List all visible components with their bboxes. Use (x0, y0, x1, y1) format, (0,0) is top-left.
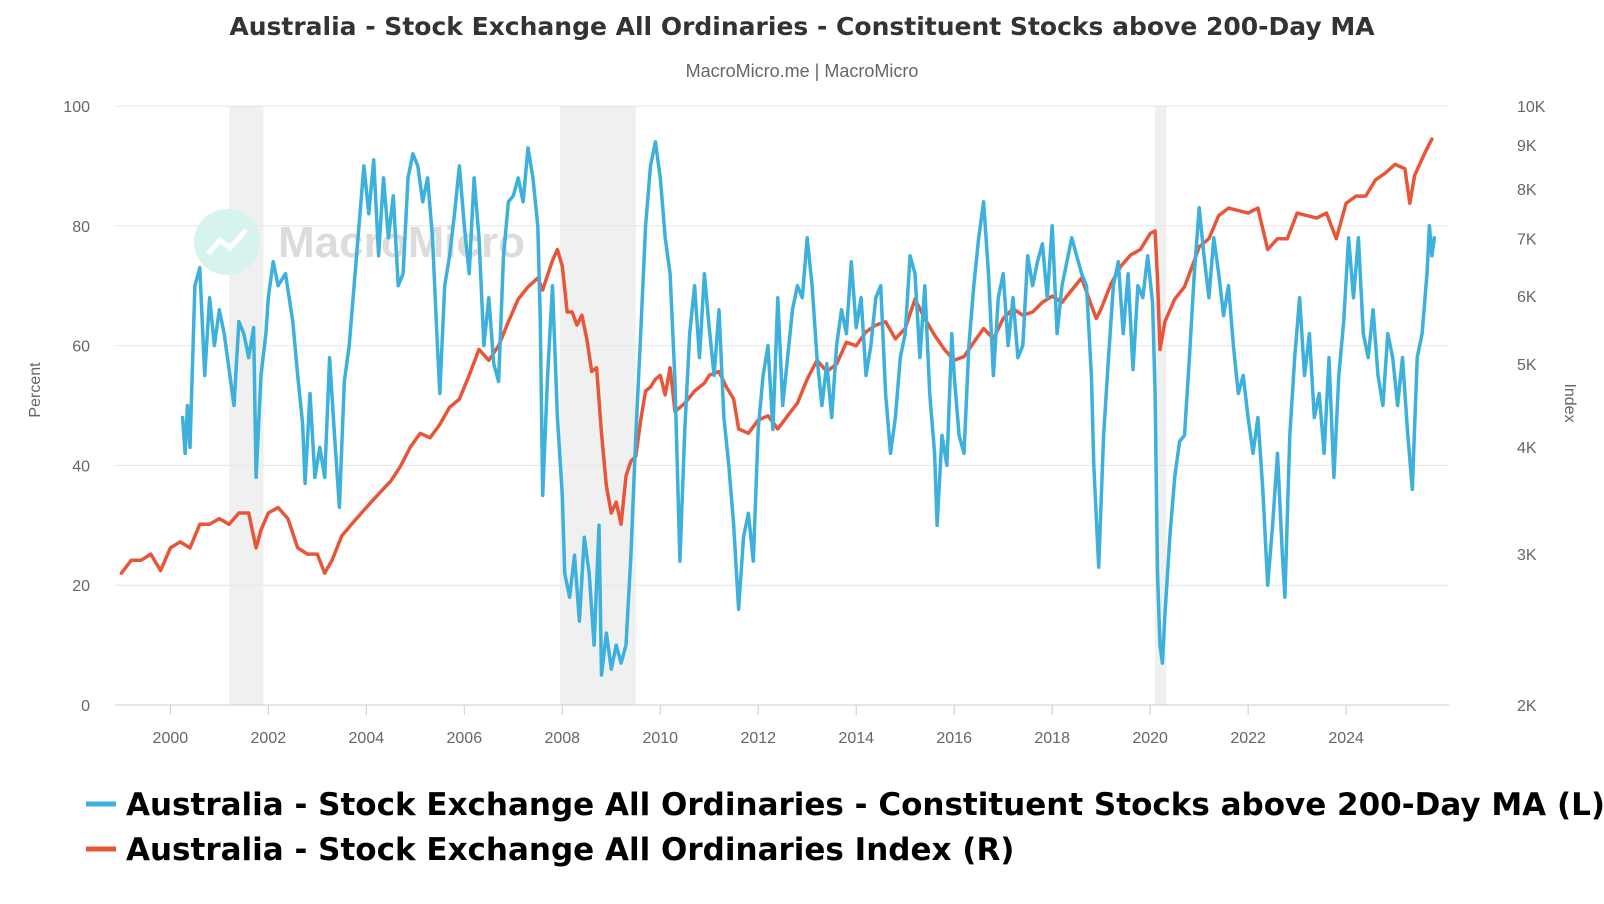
right-axis-title: Index (1561, 383, 1578, 422)
legend-label: Australia - Stock Exchange All Ordinarie… (126, 787, 1604, 823)
left-axis-title: Percent (27, 362, 44, 418)
right-tick-label: 5K (1517, 357, 1537, 374)
chart-title: Australia - Stock Exchange All Ordinarie… (229, 12, 1375, 41)
left-tick-label: 40 (72, 458, 90, 475)
x-tick-label: 2010 (642, 730, 678, 747)
right-tick-label: 4K (1517, 440, 1537, 457)
x-tick-label: 2022 (1230, 730, 1266, 747)
x-tick-label: 2008 (544, 730, 580, 747)
series-lines (119, 137, 1437, 677)
x-tick-label: 2018 (1034, 730, 1070, 747)
x-tick-label: 2006 (447, 730, 483, 747)
left-tick-label: 60 (72, 339, 90, 356)
legend-item-red[interactable]: Australia - Stock Exchange All Ordinarie… (86, 832, 1014, 868)
right-tick-label: 10K (1517, 99, 1546, 116)
x-tick-label: 2024 (1328, 730, 1364, 747)
right-tick-label: 2K (1517, 698, 1537, 715)
shaded-period (1155, 106, 1167, 705)
left-tick-label: 100 (63, 99, 90, 116)
x-axis: 2000 2002 2004 2006 2008 2010 2012 2014 2016 2018… (153, 705, 1364, 747)
legend-label: Australia - Stock Exchange All Ordinarie… (126, 832, 1014, 868)
right-tick-label: 8K (1517, 182, 1537, 199)
left-tick-label: 20 (72, 578, 90, 595)
x-tick-label: 2012 (740, 730, 776, 747)
left-tick-label: 0 (81, 698, 90, 715)
left-y-axis: 0 20 40 60 80 100 (63, 99, 90, 715)
x-tick-label: 2000 (153, 730, 189, 747)
watermark: MacroMicro (194, 209, 525, 275)
x-tick-label: 2014 (838, 730, 874, 747)
chart-subtitle: MacroMicro.me | MacroMicro (686, 61, 919, 81)
right-tick-label: 7K (1517, 232, 1537, 249)
x-tick-label: 2002 (251, 730, 287, 747)
right-y-axis: 2K 3K 4K 5K 6K 7K 8K 9K 10K (1517, 99, 1546, 715)
right-tick-label: 3K (1517, 547, 1537, 564)
series-line-percent-above-200ma (180, 140, 1437, 677)
watermark-logo-chart-icon (206, 228, 248, 256)
x-tick-label: 2004 (349, 730, 385, 747)
legend-item-blue[interactable]: Australia - Stock Exchange All Ordinarie… (86, 787, 1604, 823)
legend[interactable]: Australia - Stock Exchange All Ordinarie… (86, 787, 1604, 868)
right-tick-label: 9K (1517, 138, 1537, 155)
x-tick-label: 2020 (1132, 730, 1168, 747)
watermark-text: MacroMicro (278, 218, 525, 267)
watermark-logo-icon (194, 209, 260, 275)
left-tick-label: 80 (72, 219, 90, 236)
x-tick-label: 2016 (936, 730, 972, 747)
right-tick-label: 6K (1517, 289, 1537, 306)
